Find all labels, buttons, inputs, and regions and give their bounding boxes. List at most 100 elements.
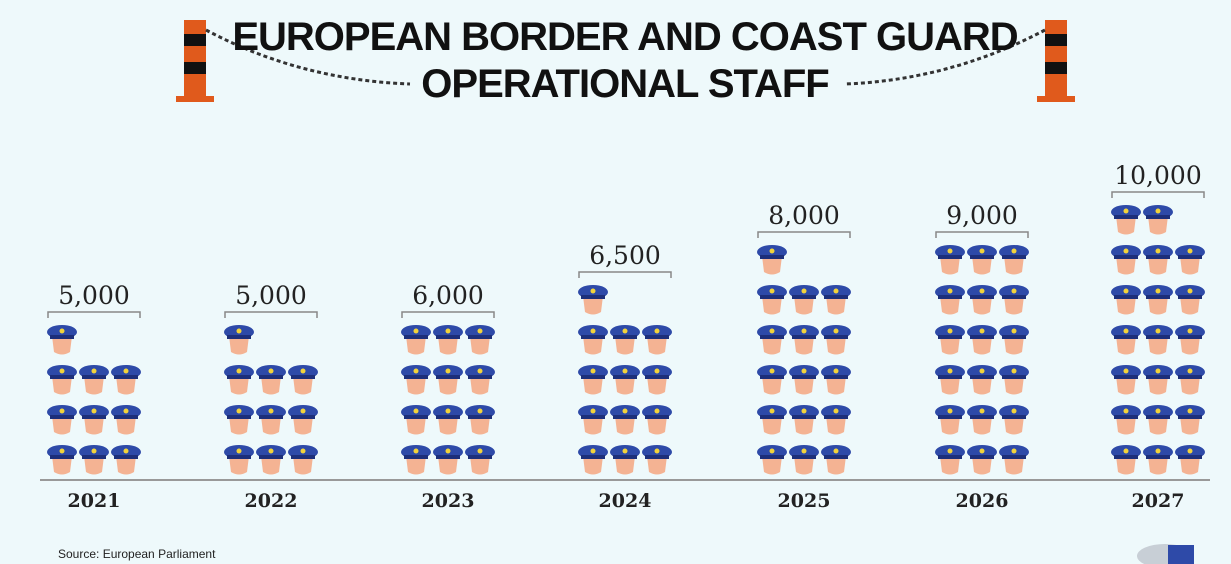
face — [940, 296, 960, 315]
cap-brim — [1146, 215, 1170, 219]
bracket — [224, 311, 318, 318]
cap-brim — [291, 375, 315, 379]
face — [261, 416, 281, 435]
badge — [1155, 408, 1161, 414]
face — [794, 416, 814, 435]
badge — [1155, 288, 1161, 294]
face — [438, 456, 458, 475]
cap-brim — [1146, 415, 1170, 419]
cap-brim — [970, 375, 994, 379]
cap-brim — [581, 335, 605, 339]
cap-brim — [436, 375, 460, 379]
face — [84, 456, 104, 475]
badge — [1187, 448, 1193, 454]
cap-brim — [938, 335, 962, 339]
officer-icon — [1143, 245, 1173, 275]
face — [293, 376, 313, 395]
x-tick-label: 2023 — [422, 490, 475, 512]
value-label: 10,000 — [1114, 161, 1201, 190]
officer-icon — [578, 325, 608, 355]
badge — [833, 408, 839, 414]
badge — [801, 288, 807, 294]
badge — [1011, 328, 1017, 334]
cap-brim — [645, 415, 669, 419]
face — [762, 336, 782, 355]
face — [1148, 456, 1168, 475]
face — [762, 376, 782, 395]
face — [1180, 336, 1200, 355]
badge — [413, 408, 419, 414]
badge — [654, 328, 660, 334]
icon-column — [757, 245, 851, 475]
badge — [947, 328, 953, 334]
face — [406, 336, 426, 355]
right-post — [844, 20, 1075, 102]
face — [1116, 456, 1136, 475]
officer-icon — [47, 365, 77, 395]
officer-icon — [465, 365, 495, 395]
badge — [833, 368, 839, 374]
cap-brim — [970, 415, 994, 419]
cap-brim — [970, 335, 994, 339]
officer-icon — [789, 405, 819, 435]
badge — [654, 448, 660, 454]
officer-icon — [47, 445, 77, 475]
left-post — [176, 20, 411, 102]
face — [1116, 296, 1136, 315]
face — [615, 336, 635, 355]
cap-brim — [938, 255, 962, 259]
badge — [445, 448, 451, 454]
officer-icon — [789, 285, 819, 315]
badge — [833, 328, 839, 334]
officer-icon — [967, 445, 997, 475]
face — [762, 456, 782, 475]
badge — [1123, 368, 1129, 374]
cap-brim — [1146, 375, 1170, 379]
officer-icon — [610, 325, 640, 355]
cap-brim — [970, 455, 994, 459]
logo — [1137, 544, 1194, 564]
cap-brim — [1114, 295, 1138, 299]
badge — [1011, 448, 1017, 454]
officer-icon — [999, 405, 1029, 435]
badge — [769, 288, 775, 294]
badge — [268, 368, 274, 374]
officer-icon — [578, 285, 608, 315]
cap-brim — [760, 335, 784, 339]
officer-icon — [79, 365, 109, 395]
badge — [268, 408, 274, 414]
face — [1148, 336, 1168, 355]
cap-brim — [1002, 335, 1026, 339]
cap-brim — [581, 375, 605, 379]
cap-brim — [1114, 375, 1138, 379]
cap-brim — [824, 455, 848, 459]
officer-icon — [256, 365, 286, 395]
cap-brim — [114, 415, 138, 419]
face — [647, 416, 667, 435]
cap-brim — [760, 255, 784, 259]
face — [229, 376, 249, 395]
face — [615, 456, 635, 475]
badge — [1155, 248, 1161, 254]
officer-icon — [256, 405, 286, 435]
face — [1180, 456, 1200, 475]
officer-icon — [465, 325, 495, 355]
badge — [91, 448, 97, 454]
cap-brim — [760, 415, 784, 419]
cap-brim — [259, 415, 283, 419]
officer-icon — [935, 245, 965, 275]
badge — [979, 288, 985, 294]
officer-icon — [1175, 405, 1205, 435]
cap-brim — [1178, 295, 1202, 299]
badge — [947, 368, 953, 374]
face — [940, 456, 960, 475]
badge — [1155, 328, 1161, 334]
cap-brim — [760, 375, 784, 379]
officer-icon — [642, 445, 672, 475]
badge — [1011, 288, 1017, 294]
badge — [622, 368, 628, 374]
officer-icon — [967, 365, 997, 395]
badge — [59, 408, 65, 414]
officer-icon — [821, 445, 851, 475]
